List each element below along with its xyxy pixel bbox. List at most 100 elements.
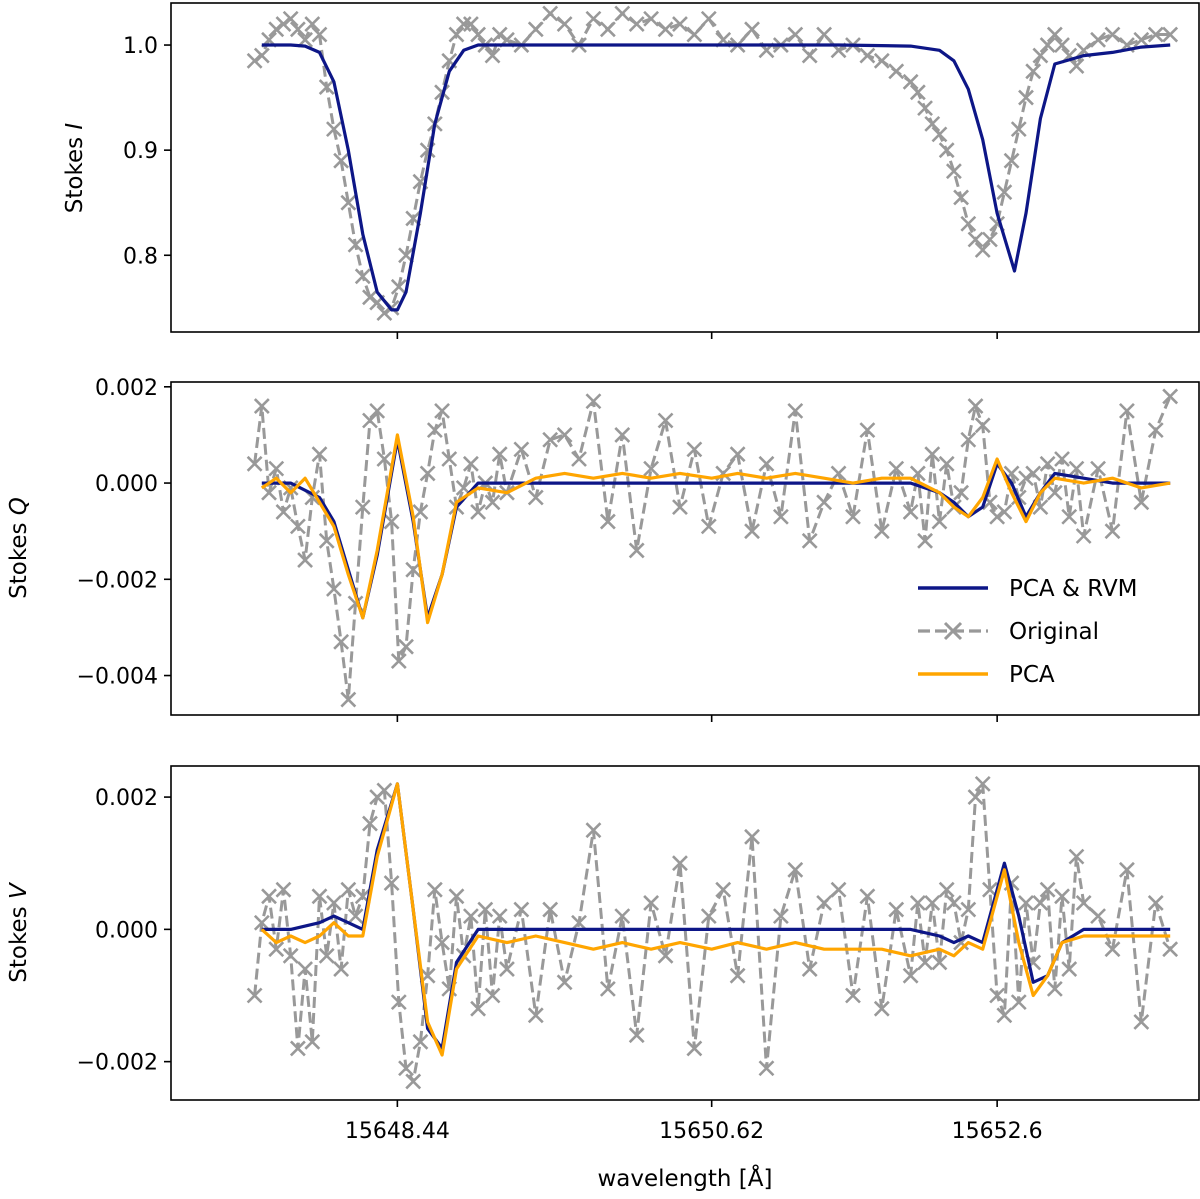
stokes-v-original-point — [585, 822, 602, 839]
stokes-q-original-point — [1118, 402, 1135, 419]
stokes-q-original-point — [917, 532, 933, 549]
stokes-i-y-tick-label: 0.9 — [123, 139, 158, 164]
stokes-q-original-point — [888, 460, 905, 477]
x-tick-label: 15652.6 — [952, 1119, 1043, 1144]
stokes-v-original-point — [1104, 941, 1121, 958]
stokes-i-original-point — [304, 16, 321, 32]
stokes-v-y-tick-label: 0.002 — [95, 786, 158, 811]
stokes-q-original-point — [484, 494, 501, 511]
stokes-i-original-point — [1068, 58, 1085, 74]
stokes-i-original-point — [599, 21, 616, 38]
stokes-q-original-point — [1039, 455, 1056, 472]
stokes-q-original-point — [729, 446, 746, 463]
stokes-i-original-point — [527, 21, 544, 38]
stokes-v-original-point — [1032, 894, 1049, 911]
stokes-q-original-point — [398, 638, 414, 655]
stokes-v-original-point — [253, 914, 270, 931]
stokes-q-original-point — [419, 465, 436, 482]
stokes-v-original-point — [340, 881, 357, 898]
stokes-i-original-point — [816, 26, 833, 43]
stokes-v-original-point — [571, 914, 587, 931]
stokes-i-original-point — [909, 84, 926, 101]
stokes-i-original-point — [967, 231, 984, 248]
stokes-q-original-point — [1133, 494, 1150, 511]
stokes-q-original-point — [1025, 465, 1042, 482]
legend-marker-original — [943, 621, 963, 641]
stokes-v-original-point — [1075, 894, 1092, 911]
stokes-q-original-point — [318, 532, 335, 549]
stokes-q-original-point — [657, 412, 674, 429]
stokes-v-original-point — [390, 994, 407, 1011]
stokes-q-original-point — [1090, 460, 1106, 477]
stokes-q-plot-area — [246, 388, 1179, 708]
stokes-i-original-point — [982, 231, 998, 248]
stokes-i-original-point — [614, 5, 631, 22]
stokes-q-series-original — [253, 395, 1172, 702]
stokes-i-original-point — [340, 194, 357, 211]
stokes-v-y-tick-label: −0.002 — [77, 1051, 158, 1076]
stokes-i-original-point — [246, 52, 263, 69]
stokes-q-original-point — [845, 508, 861, 525]
stokes-q-original-point — [931, 513, 948, 530]
stokes-v-axes-frame — [170, 765, 1200, 1101]
stokes-i-original-point — [1046, 26, 1063, 43]
stokes-q-original-point — [253, 398, 270, 414]
stokes-v-original-point — [989, 987, 1006, 1004]
stokes-i-original-point — [326, 121, 342, 138]
stokes-i-original-point — [1104, 26, 1121, 43]
stokes-v-original-point — [1010, 994, 1027, 1011]
stokes-q-original-point — [1046, 484, 1063, 501]
stokes-q-original-point — [1018, 470, 1034, 487]
stokes-i-original-point — [455, 16, 472, 32]
stokes-v-original-point — [318, 947, 335, 964]
stokes-v-original-point — [614, 908, 631, 925]
stokes-v-y-tick-label: 0.000 — [95, 918, 158, 943]
stokes-i-original-point — [362, 289, 378, 306]
stokes-q-original-point — [362, 412, 378, 429]
stokes-v-original-point — [275, 881, 292, 898]
stokes-q-original-point — [470, 504, 487, 520]
stokes-i-original-point — [1133, 31, 1150, 48]
stokes-i-original-point — [744, 21, 760, 38]
stokes-q-original-point — [326, 581, 342, 597]
stokes-v-original-point — [1039, 881, 1056, 898]
stokes-v-original-point — [311, 888, 328, 905]
stokes-i-y-tick-label: 1.0 — [123, 34, 158, 59]
stokes-v-original-point — [888, 901, 905, 918]
stokes-v-original-point — [246, 987, 263, 1004]
stokes-i-original-point — [1039, 37, 1056, 53]
stokes-i-original-point — [1018, 89, 1034, 106]
stokes-q-original-point — [787, 402, 804, 419]
stokes-q-original-point — [434, 402, 450, 419]
stokes-q-ylabel: Stokes Q — [6, 497, 32, 599]
stokes-i-original-point — [888, 63, 905, 80]
stokes-q-original-point — [599, 513, 616, 530]
stokes-v-original-point — [859, 888, 876, 905]
stokes-i-original-point — [275, 16, 292, 32]
stokes-v-original-point — [556, 974, 573, 991]
stokes-i-original-point — [657, 21, 674, 38]
stokes-q-original-point — [556, 427, 573, 443]
stokes-q-y-tick-label: 0.002 — [95, 376, 158, 401]
stokes-i-plot-area — [246, 5, 1179, 321]
stokes-v-original-point — [902, 967, 919, 984]
stokes-q-original-point — [873, 523, 890, 540]
stokes-v-original-point — [801, 961, 818, 977]
stokes-i-original-point — [448, 26, 465, 43]
stokes-v-original-point — [491, 908, 508, 925]
stokes-q-original-point — [383, 513, 400, 530]
stokes-v-original-point — [462, 908, 479, 925]
stokes-q-original-point — [830, 465, 847, 482]
stokes-i-original-point — [945, 163, 962, 180]
stokes-v-plot-area — [246, 775, 1179, 1090]
stokes-i-original-point — [902, 73, 919, 90]
stokes-v-original-point — [1061, 961, 1078, 977]
x-tick-label: 15648.44 — [345, 1119, 450, 1144]
stokes-v-original-point — [426, 881, 443, 898]
stokes-i-original-point — [347, 236, 364, 253]
stokes-i-series-original — [253, 12, 1171, 315]
stokes-q-original-point — [967, 398, 984, 414]
stokes-q-original-point — [816, 494, 833, 511]
stokes-v-original-point — [960, 901, 977, 918]
stokes-q-original-point — [924, 446, 941, 463]
